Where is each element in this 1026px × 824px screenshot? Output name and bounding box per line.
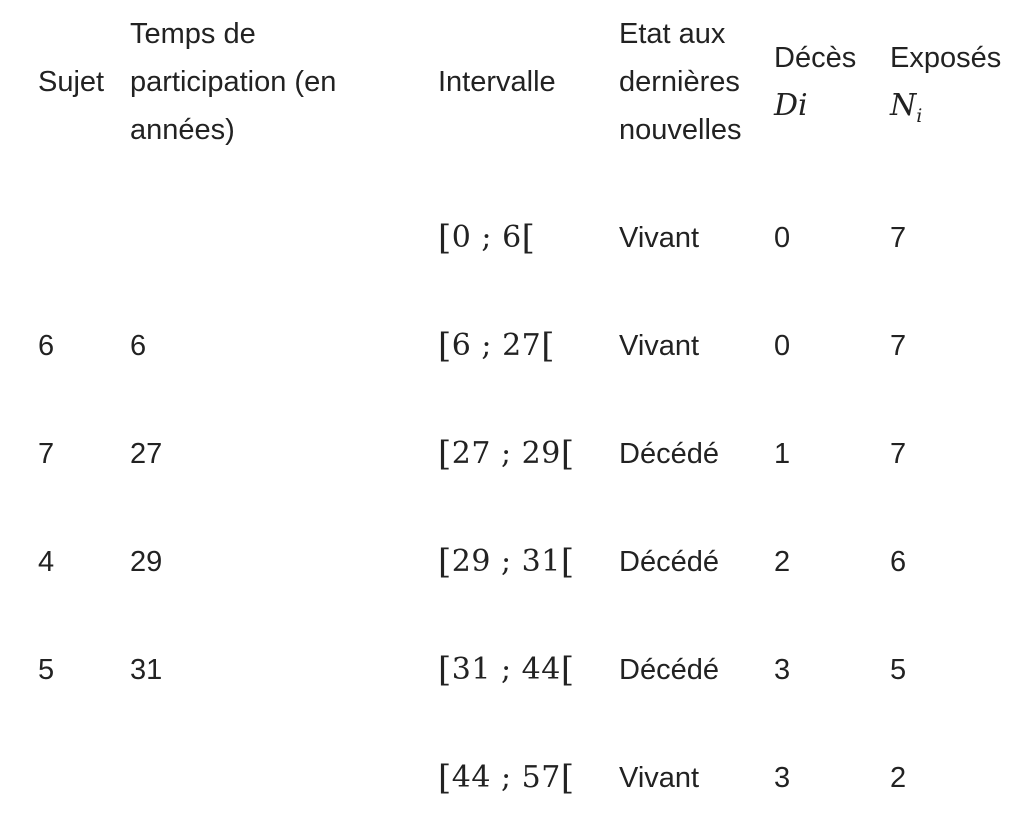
row-2-status: Décédé [619, 438, 719, 470]
row-1-exposed: 7 [890, 330, 907, 362]
row-5-deaths: 3 [774, 762, 791, 794]
row-4-time: 31 [130, 654, 163, 686]
row-4-interval: [31 ; 44[ [438, 646, 575, 694]
row-1-interval-close: [ [541, 326, 556, 366]
row-0-interval-sep: ; [481, 220, 493, 255]
row-0-interval: [0 ; 6[ [438, 214, 535, 262]
row-3-deaths: 2 [774, 546, 791, 578]
header-exposed-label: Exposés [890, 42, 1002, 74]
row-0-interval-close: [ [521, 218, 536, 258]
row-1-interval-low: 6 [451, 328, 472, 363]
row-2-interval-close: [ [560, 434, 575, 474]
row-0-interval-high: 6 [502, 220, 522, 255]
row-5-status: Vivant [619, 762, 700, 794]
row-5-interval-high: 57 [521, 760, 561, 795]
row-3-subject: 4 [38, 546, 55, 578]
row-1-deaths: 0 [774, 330, 791, 362]
row-5-interval-open: [ [438, 758, 452, 798]
header-status-line1: Etat aux [619, 18, 726, 50]
row-5-interval: [44 ; 57[ [438, 754, 575, 802]
row-1-interval-sep: ; [481, 328, 493, 363]
row-3-exposed: 6 [890, 546, 907, 578]
deaths-symbol: Di [774, 88, 808, 123]
row-2-interval-low: 27 [451, 436, 491, 471]
header-exposed-symbol: Ni [890, 82, 922, 140]
row-2-interval-sep: ; [501, 436, 512, 471]
row-0-exposed: 7 [890, 222, 907, 254]
row-0-interval-open: [ [438, 218, 452, 258]
row-3-status: Décédé [619, 546, 719, 578]
row-1-interval: [6 ; 27[ [438, 322, 555, 370]
row-5-interval-close: [ [560, 758, 575, 798]
row-3-interval-open: [ [438, 542, 452, 582]
row-3-interval-low: 29 [451, 544, 491, 579]
row-3-interval: [29 ; 31[ [438, 538, 575, 586]
row-3-interval-close: [ [560, 542, 575, 582]
row-4-interval-open: [ [438, 650, 452, 690]
header-interval: Intervalle [438, 66, 556, 98]
row-4-subject: 5 [38, 654, 55, 686]
row-2-interval: [27 ; 29[ [438, 430, 575, 478]
header-time-line3: années) [130, 114, 235, 146]
row-1-subject: 6 [38, 330, 55, 362]
row-2-interval-high: 29 [521, 436, 561, 471]
row-0-status: Vivant [619, 222, 700, 254]
row-1-status: Vivant [619, 330, 700, 362]
row-1-time: 6 [130, 330, 147, 362]
row-5-interval-low: 44 [451, 760, 491, 795]
row-4-interval-low: 31 [451, 652, 491, 687]
row-4-interval-sep: ; [501, 652, 512, 687]
header-deaths-label: Décès [774, 42, 857, 74]
row-2-interval-open: [ [438, 434, 452, 474]
header-status-line2: dernières [619, 66, 740, 98]
exposed-subscript: i [916, 105, 923, 127]
row-1-interval-high: 27 [502, 328, 542, 363]
row-2-subject: 7 [38, 438, 55, 470]
exposed-symbol: N [890, 88, 917, 123]
row-3-interval-high: 31 [521, 544, 561, 579]
row-4-interval-close: [ [560, 650, 575, 690]
header-status-line3: nouvelles [619, 114, 742, 146]
header-deaths-symbol: Di [774, 82, 808, 130]
row-2-exposed: 7 [890, 438, 907, 470]
row-3-interval-sep: ; [501, 544, 512, 579]
row-5-interval-sep: ; [501, 760, 512, 795]
row-1-interval-open: [ [438, 326, 452, 366]
row-3-time: 29 [130, 546, 163, 578]
row-2-deaths: 1 [774, 438, 791, 470]
header-time-line1: Temps de [130, 18, 256, 50]
row-0-interval-low: 0 [451, 220, 472, 255]
row-4-interval-high: 44 [521, 652, 561, 687]
row-2-time: 27 [130, 438, 163, 470]
header-subject: Sujet [38, 66, 105, 98]
row-4-deaths: 3 [774, 654, 791, 686]
header-time-line2: participation (en [130, 66, 337, 98]
row-4-status: Décédé [619, 654, 719, 686]
row-5-exposed: 2 [890, 762, 907, 794]
row-0-deaths: 0 [774, 222, 791, 254]
row-4-exposed: 5 [890, 654, 907, 686]
